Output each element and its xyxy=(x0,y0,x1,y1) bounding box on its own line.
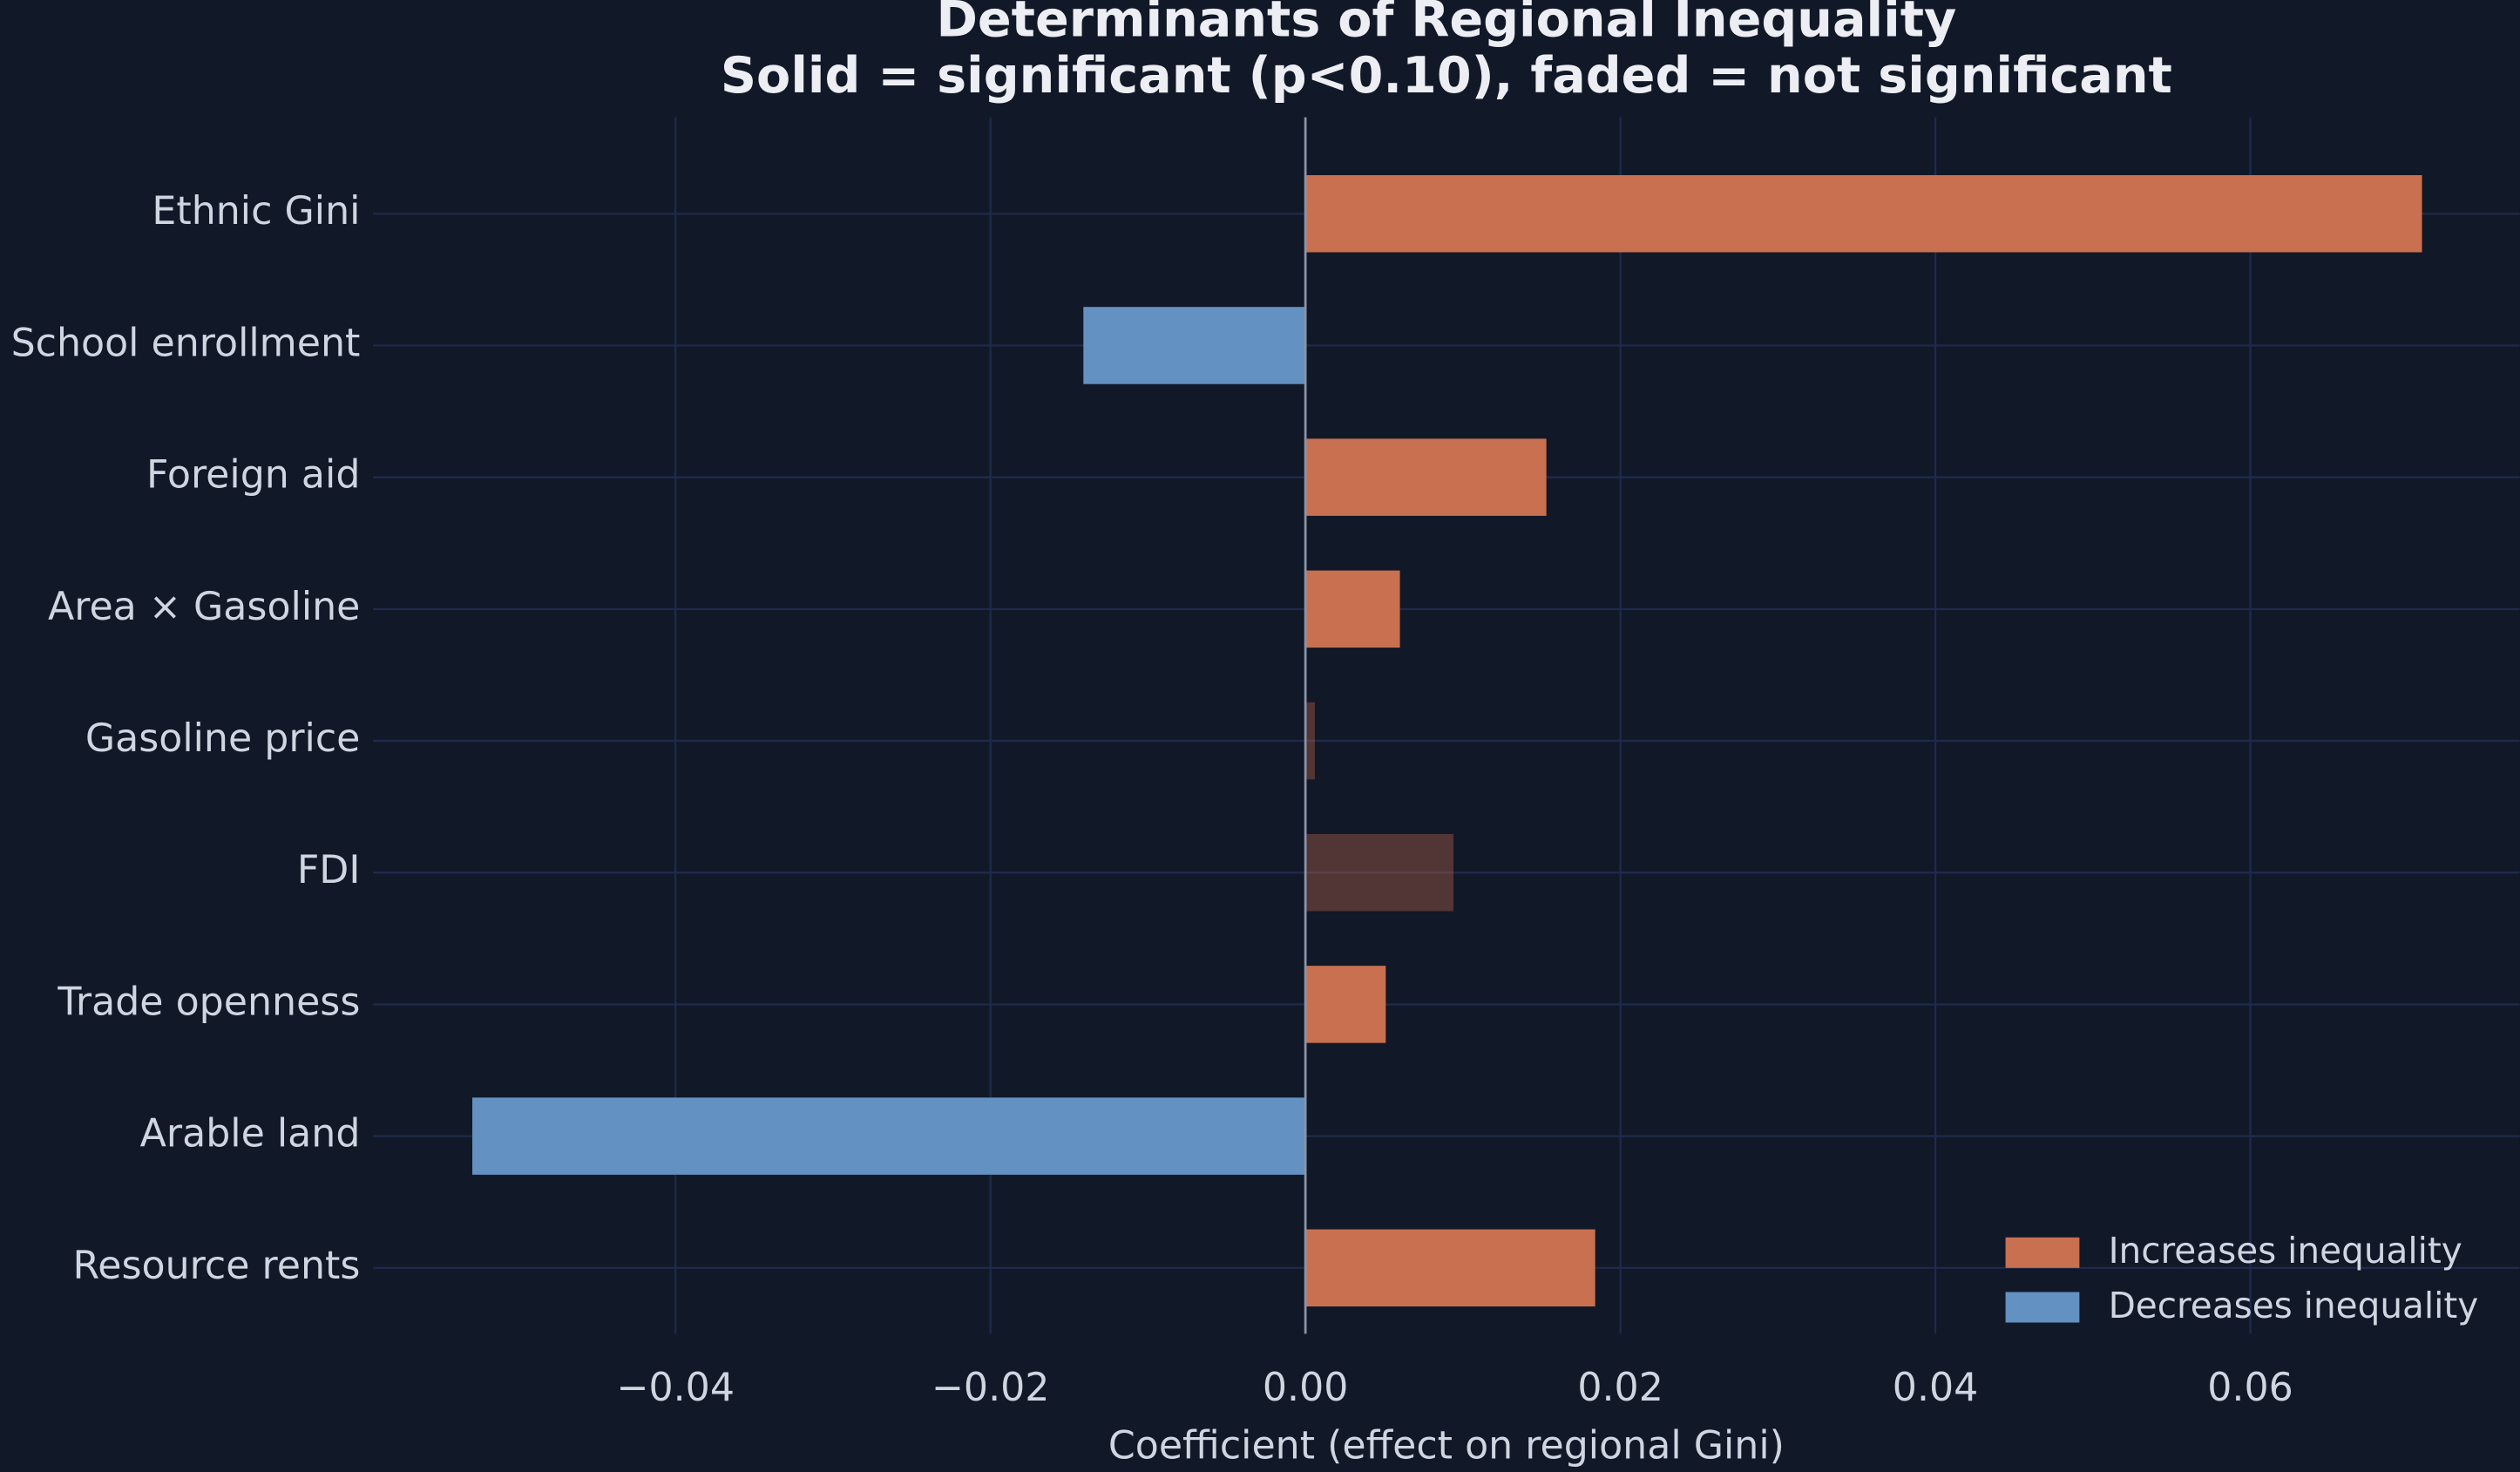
chart-subtitle: Solid = significant (p<0.10), faded = no… xyxy=(721,47,2172,105)
bars xyxy=(472,174,2422,1307)
bar xyxy=(1083,307,1306,384)
bar xyxy=(1305,1229,1595,1307)
legend-swatch xyxy=(2005,1237,2080,1268)
x-tick-label: 0.02 xyxy=(1577,1366,1663,1410)
legend-label: Increases inequality xyxy=(2109,1230,2462,1272)
x-axis-label: Coefficient (effect on regional Gini) xyxy=(1108,1423,1785,1468)
x-tick-label: −0.04 xyxy=(616,1366,735,1410)
chart-title: Determinants of Regional Inequality xyxy=(936,0,1956,48)
bar xyxy=(1305,570,1400,648)
y-tick-label: FDI xyxy=(297,848,361,892)
y-tick-label: Foreign aid xyxy=(146,453,360,498)
y-tick-label: Arable land xyxy=(140,1112,361,1157)
legend-label: Decreases inequality xyxy=(2109,1285,2479,1326)
y-tick-label: Area × Gasoline xyxy=(48,585,360,629)
bar xyxy=(472,1097,1306,1175)
bar xyxy=(1305,174,2422,253)
y-tick-label: Gasoline price xyxy=(85,716,361,761)
x-tick-label: 0.04 xyxy=(1893,1366,1979,1410)
x-tick-label: −0.02 xyxy=(931,1366,1050,1410)
bar xyxy=(1305,833,1454,912)
y-tick-label: Ethnic Gini xyxy=(152,189,360,234)
y-tick-label: Resource rents xyxy=(73,1244,361,1288)
bar xyxy=(1305,966,1386,1043)
y-tick-label: Trade openness xyxy=(57,980,360,1024)
x-tick-label: 0.00 xyxy=(1263,1366,1349,1410)
bar xyxy=(1305,438,1547,516)
y-tick-label: School enrollment xyxy=(11,321,361,365)
legend-swatch xyxy=(2005,1292,2080,1323)
x-tick-label: 0.06 xyxy=(2207,1366,2293,1410)
bar xyxy=(1305,702,1315,780)
